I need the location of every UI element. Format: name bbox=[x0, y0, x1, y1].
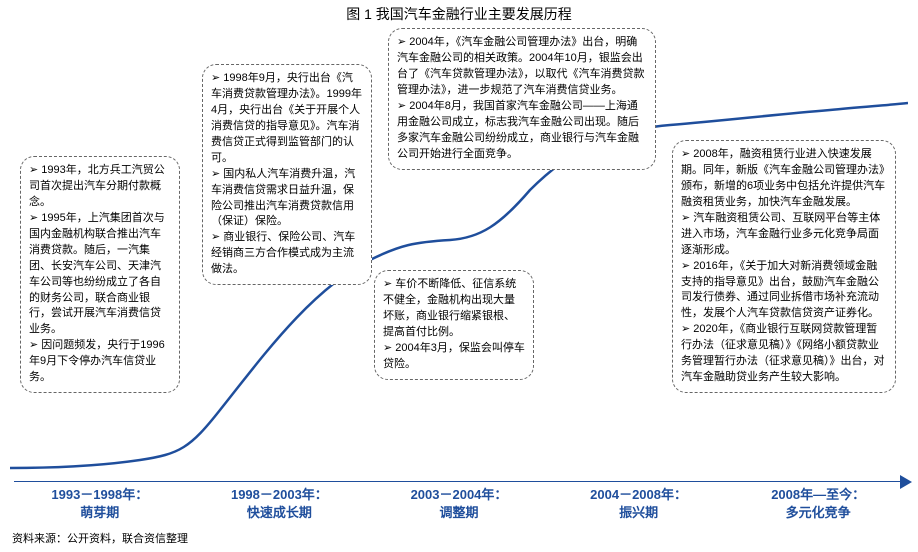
period-years: 1998－2003年： bbox=[190, 486, 370, 504]
source-attribution: 资料来源：公开资料，联合资信整理 bbox=[12, 530, 188, 546]
period-name: 萌芽期 bbox=[10, 504, 190, 522]
callout-c5: ➢ 2008年，融资租赁行业进入快速发展期。同年，新版《汽车金融公司管理办法》颁… bbox=[672, 140, 896, 393]
x-axis bbox=[14, 481, 908, 482]
period-label-3: 2004－2008年：振兴期 bbox=[549, 486, 729, 522]
callout-line: ➢ 2004年8月，我国首家汽车金融公司——上海通用金融公司成立，标志我汽车金融… bbox=[397, 99, 647, 163]
period-years: 2004－2008年： bbox=[549, 486, 729, 504]
callout-line: ➢ 国内私人汽车消费升温，汽车消费信贷需求日益升温，保险公司推出汽车消费贷款信用… bbox=[211, 167, 363, 231]
period-labels: 1993－1998年：萌芽期1998－2003年：快速成长期2003－2004年… bbox=[10, 486, 908, 522]
callout-line: ➢ 2004年3月，保监会叫停车贷险。 bbox=[383, 341, 525, 373]
callout-c2: ➢ 1998年9月，央行出台《汽车消费贷款管理办法》。1999年4月，央行出台《… bbox=[202, 64, 372, 285]
period-label-1: 1998－2003年：快速成长期 bbox=[190, 486, 370, 522]
period-name: 快速成长期 bbox=[190, 504, 370, 522]
period-label-4: 2008年—至今：多元化竞争 bbox=[728, 486, 908, 522]
callout-c3: ➢ 2004年，《汽车金融公司管理办法》出台，明确汽车金融公司的相关政策。200… bbox=[388, 28, 656, 170]
period-name: 振兴期 bbox=[549, 504, 729, 522]
callout-c1: ➢ 1993年，北方兵工汽贸公司首次提出汽车分期付款概念。➢ 1995年，上汽集… bbox=[20, 156, 180, 393]
callout-line: ➢ 商业银行、保险公司、汽车经销商三方合作模式成为主流做法。 bbox=[211, 230, 363, 278]
period-years: 1993－1998年： bbox=[10, 486, 190, 504]
period-label-0: 1993－1998年：萌芽期 bbox=[10, 486, 190, 522]
period-years: 2008年—至今： bbox=[728, 486, 908, 504]
period-label-2: 2003－2004年：调整期 bbox=[369, 486, 549, 522]
callout-line: ➢ 1993年，北方兵工汽贸公司首次提出汽车分期付款概念。 bbox=[29, 163, 171, 211]
callout-line: ➢ 2004年，《汽车金融公司管理办法》出台，明确汽车金融公司的相关政策。200… bbox=[397, 35, 647, 99]
callout-line: ➢ 1995年，上汽集团首次与国内金融机构联合推出汽车消费贷款。随后，一汽集团、… bbox=[29, 211, 171, 339]
period-name: 多元化竞争 bbox=[728, 504, 908, 522]
callout-c4: ➢ 车价不断降低、征信系统不健全，金融机构出现大量坏账，商业银行缩紧银根、提高首… bbox=[374, 270, 534, 380]
timeline-chart: ➢ 1993年，北方兵工汽贸公司首次提出汽车分期付款概念。➢ 1995年，上汽集… bbox=[10, 24, 908, 522]
callout-line: ➢ 2020年，《商业银行互联网贷款管理暂行办法（征求意见稿）》《网络小额贷款业… bbox=[681, 322, 887, 386]
callout-line: ➢ 2008年，融资租赁行业进入快速发展期。同年，新版《汽车金融公司管理办法》颁… bbox=[681, 147, 887, 211]
period-years: 2003－2004年： bbox=[369, 486, 549, 504]
period-name: 调整期 bbox=[369, 504, 549, 522]
callout-line: ➢ 2016年，《关于加大对新消费领域金融支持的指导意见》出台，鼓励汽车金融公司… bbox=[681, 259, 887, 323]
figure-title: 图 1 我国汽车金融行业主要发展历程 bbox=[0, 0, 918, 24]
callout-line: ➢ 因问题频发，央行于1996年9月下令停办汽车信贷业务。 bbox=[29, 338, 171, 386]
callout-line: ➢ 车价不断降低、征信系统不健全，金融机构出现大量坏账，商业银行缩紧银根、提高首… bbox=[383, 277, 525, 341]
callout-line: ➢ 1998年9月，央行出台《汽车消费贷款管理办法》。1999年4月，央行出台《… bbox=[211, 71, 363, 167]
callout-line: ➢ 汽车融资租赁公司、互联网平台等主体进入市场，汽车金融行业多元化竞争局面逐渐形… bbox=[681, 211, 887, 259]
